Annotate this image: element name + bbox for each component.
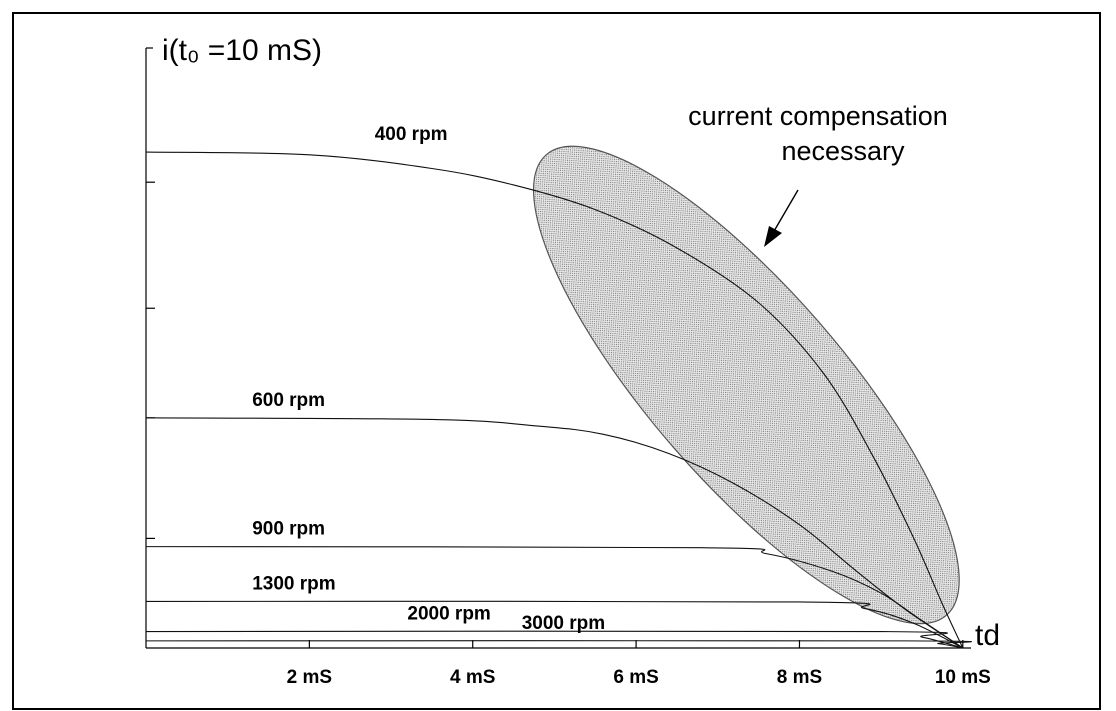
x-tick-label: 4 mS (450, 667, 495, 688)
series-label: 1300 rpm (252, 573, 335, 594)
compensation-region (532, 145, 960, 625)
x-tick-label: 2 mS (287, 667, 332, 688)
x-tick-label: 8 mS (777, 667, 822, 688)
series-line-3000-rpm (145, 640, 973, 649)
series-line-400-rpm (145, 151, 964, 649)
series-line-900-rpm (145, 546, 964, 649)
y-axis-title: i(t₀ =10 mS) (162, 34, 322, 67)
x-tick-label: 6 mS (613, 667, 658, 688)
series-label: 3000 rpm (522, 613, 605, 634)
series-line-1300-rpm (145, 600, 964, 649)
x-axis-title: td (975, 619, 1000, 652)
annotation-arrowhead (764, 226, 782, 247)
series-label: 900 rpm (252, 519, 325, 540)
series-label: 2000 rpm (407, 604, 490, 625)
series-line-2000-rpm (145, 630, 963, 649)
series-label: 400 rpm (375, 124, 448, 145)
annotation-line-2: necessary (781, 136, 905, 166)
series-line-600-rpm (145, 417, 964, 649)
series-label: 600 rpm (252, 390, 325, 411)
annotation-line-1: current compensation (688, 101, 948, 131)
x-tick-label: 10 mS (935, 667, 991, 688)
